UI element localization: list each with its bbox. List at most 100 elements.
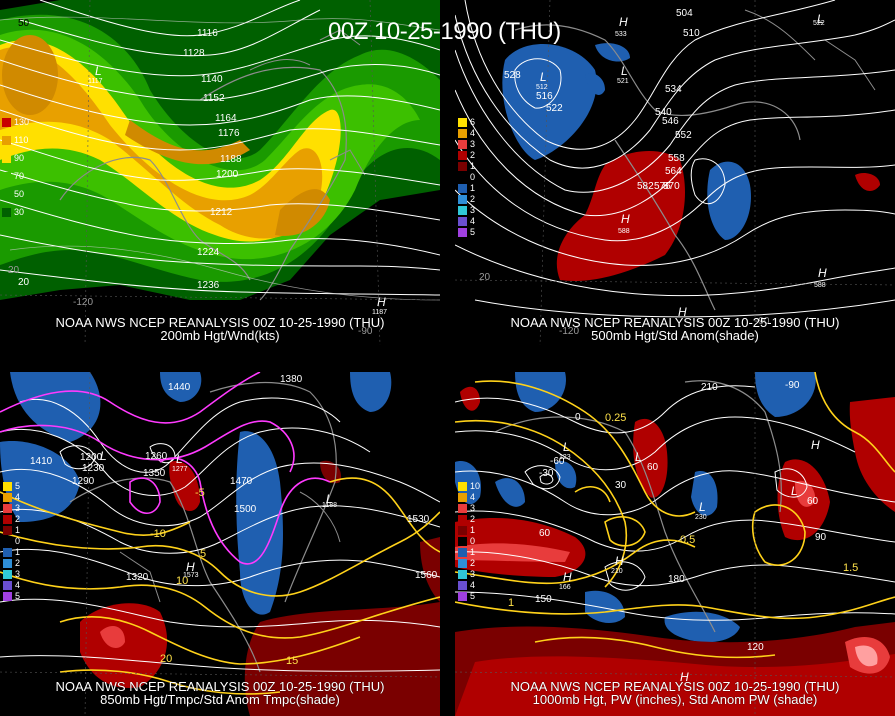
legend-swatch [458, 592, 467, 601]
map-500mb-fields [455, 0, 895, 345]
contour-label: 1350 [143, 468, 166, 479]
legend-swatch [2, 118, 11, 127]
legend-label: 2 [470, 558, 476, 568]
high-value-label: 210 [611, 568, 623, 575]
legend-swatch [3, 504, 12, 513]
contour-label: 1188 [220, 154, 242, 165]
contour-label: 1236 [197, 280, 220, 291]
legend-swatch [3, 581, 12, 590]
legend-label: 2 [470, 514, 476, 524]
legend-label: 3 [15, 503, 21, 513]
panel-caption-line2: 500mb Hgt/Std Anom(shade) [591, 328, 759, 343]
contour-label: 1560 [415, 570, 438, 581]
low-pressure-symbol: L [176, 452, 183, 466]
contour-label: 60 [539, 528, 551, 539]
legend-label: 90 [14, 153, 25, 163]
high-value-label: 1573 [183, 572, 199, 579]
contour-label: 1410 [30, 456, 53, 467]
contour-label: 1260 [145, 451, 168, 462]
contour-label: 546 [662, 116, 679, 127]
contour-label: 1440 [168, 382, 191, 393]
panel-caption-line2: 1000mb Hgt, PW (inches), Std Anom PW (sh… [532, 692, 818, 707]
low-value-label: 1117 [88, 78, 103, 85]
legend-swatch [3, 515, 12, 524]
legend-label: 3 [470, 503, 476, 513]
pw-label: 1 [508, 597, 515, 609]
contour-label: 0 [575, 412, 581, 423]
latitude-label: 20 [479, 272, 491, 283]
contour-label: 1212 [210, 207, 233, 218]
contour-label: 1290 [72, 476, 95, 487]
legend-swatch [3, 570, 12, 579]
low-value-label: 230 [695, 514, 707, 521]
panel-caption-line1: NOAA NWS NCEP REANALYSIS 00Z 10-25-1990 … [510, 315, 840, 330]
legend-swatch [458, 217, 467, 226]
low-value-label: 60 [647, 462, 659, 473]
legend-label: 3 [15, 569, 21, 579]
legend-swatch [2, 208, 11, 217]
legend-label: 6 [470, 117, 476, 127]
low-pressure-symbol: L [540, 70, 547, 84]
legend-label: 70 [14, 171, 25, 181]
high-pressure-symbol: H [615, 554, 624, 568]
temperature-label: 5 [200, 548, 207, 560]
legend-label: 50 [14, 189, 25, 199]
contour-label: 534 [665, 84, 682, 95]
contour-label: 1176 [218, 128, 240, 139]
legend-label: 3 [470, 205, 476, 215]
legend-swatch [2, 172, 11, 181]
latitude-label: 20 [18, 277, 30, 288]
contour-label: 522 [546, 103, 563, 114]
high-pressure-symbol: H [377, 295, 386, 309]
contour-label: 180 [668, 574, 685, 585]
panel-200mb-map: 130 110 90 70 50 30 1116 1128 1140 1152 … [0, 0, 440, 345]
panel-850mb-map: 5 4 3 2 1 0 1 2 3 4 5 1200 1230 1260 129… [0, 372, 440, 716]
legend-label: 2 [470, 194, 476, 204]
panel-caption-line2: 850mb Hgt/Tmpc/Std Anom Tmpc(shade) [100, 692, 340, 707]
contour-label: 1152 [203, 93, 225, 104]
contour-label: 1200 [80, 452, 103, 463]
low-value-label: 533 [615, 31, 627, 38]
temperature-label: -5 [195, 487, 205, 499]
high-value-label: 166 [559, 584, 571, 591]
legend-label: 4 [470, 580, 476, 590]
contour-label: 1380 [280, 374, 303, 385]
contour-label: 150 [535, 594, 552, 605]
contour-label: 540 [655, 107, 672, 118]
contour-label: 504 [676, 8, 693, 19]
latitude-label: 20 [8, 265, 20, 276]
temperature-label: -10 [150, 528, 166, 540]
legend-swatch [2, 136, 11, 145]
legend-label: 4 [15, 492, 21, 502]
legend-swatch [458, 570, 467, 579]
contour-label: 120 [747, 642, 764, 653]
legend-label: 0 [15, 536, 21, 546]
legend-swatch [458, 537, 467, 546]
low-value-label: 522 [813, 20, 825, 27]
contour-label: -90 [785, 380, 800, 391]
legend-label: 2 [470, 150, 476, 160]
high-pressure-symbol: H [678, 305, 687, 319]
legend-label: 5 [470, 591, 476, 601]
panel-caption-line2: 200mb Hgt/Wnd(kts) [160, 328, 280, 343]
legend-swatch [458, 504, 467, 513]
map-850mb-fields [0, 372, 440, 716]
legend-swatch [3, 526, 12, 535]
page-title: 00Z 10-25-1990 (THU) [328, 18, 561, 45]
contour-label: 1500 [234, 504, 257, 515]
legend-swatch [458, 118, 467, 127]
longitude-label: -90 [755, 316, 770, 327]
contour-label: 1530 [407, 514, 430, 525]
legend-label: 1 [15, 525, 21, 535]
legend-swatch [3, 493, 12, 502]
low-value-label: 512 [536, 84, 548, 91]
high-pressure-symbol: H [563, 570, 572, 584]
legend-label: 0 [470, 172, 476, 182]
legend-swatch [458, 482, 467, 491]
contour-label: 30 [615, 480, 627, 491]
low-pressure-symbol: L [563, 440, 570, 454]
temperature-label: 20 [160, 653, 173, 665]
contour-label: 564 [665, 166, 682, 177]
low-pressure-symbol: L [621, 64, 628, 78]
panel-1000mb-map: 10 4 3 2 1 0 1 2 3 4 5 -90 -60 -30 0 30 … [455, 372, 895, 716]
